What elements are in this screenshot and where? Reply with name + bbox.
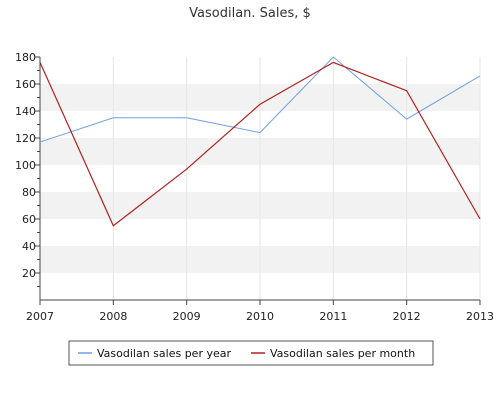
chart-title: Vasodilan. Sales, $ [189,6,311,21]
x-tick-label: 2007 [26,310,54,323]
y-axis-ticks: 20 40 60 80 100 120 140 160 180 [15,51,40,287]
y-tick-label: 60 [22,213,36,226]
y-tick-label: 140 [15,105,36,118]
y-tick-label: 160 [15,78,36,91]
legend: Vasodilan sales per year Vasodilan sales… [68,340,434,366]
y-tick-label: 20 [22,267,36,280]
x-tick-label: 2008 [99,310,127,323]
series-lines [39,56,481,227]
y-tick-label: 120 [15,132,36,145]
x-tick-label: 2010 [246,310,274,323]
x-axis-ticks: 2007 2008 2009 2010 2011 2012 2013 [26,300,494,323]
x-tick-label: 2011 [319,310,347,323]
series-line-1 [39,56,481,143]
y-tick-label: 100 [15,159,36,172]
x-tick-label: 2013 [466,310,494,323]
series-line-2 [39,61,481,227]
y-tick-label: 80 [22,186,36,199]
y-tick-label: 180 [15,51,36,64]
y-tick-label: 40 [22,240,36,253]
x-tick-label: 2009 [173,310,201,323]
legend-label-series-1: Vasodilan sales per year [97,347,231,360]
x-tick-label: 2012 [393,310,421,323]
legend-label-series-2: Vasodilan sales per month [270,347,415,360]
